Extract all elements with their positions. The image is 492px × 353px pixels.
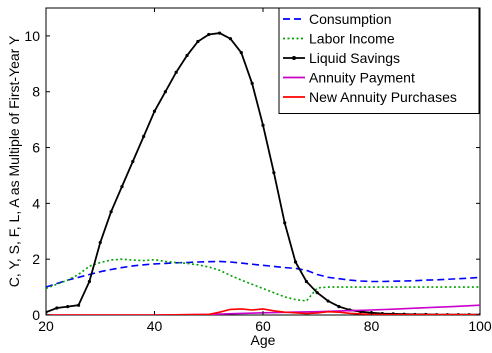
data-point-liquid-savings bbox=[98, 240, 102, 245]
series-line-labor-income bbox=[46, 258, 480, 302]
legend-label-consumption: Consumption bbox=[309, 11, 392, 27]
data-point-liquid-savings bbox=[87, 279, 91, 284]
data-point-liquid-savings bbox=[174, 70, 178, 74]
legend-label-labor-income: Labor Income bbox=[309, 31, 395, 47]
data-point-liquid-savings bbox=[239, 51, 243, 55]
data-point-liquid-savings bbox=[196, 39, 200, 44]
data-point-liquid-savings bbox=[283, 221, 287, 225]
data-point-liquid-savings bbox=[304, 279, 308, 284]
x-axis-label: Age bbox=[251, 332, 276, 348]
legend: Consumption Labor Income Liquid Savings Ann… bbox=[278, 7, 480, 114]
data-point-liquid-savings bbox=[261, 123, 265, 127]
legend-box bbox=[278, 7, 480, 114]
x-tick-label: 60 bbox=[255, 318, 271, 334]
y-tick-label: 4 bbox=[32, 195, 40, 211]
axes: 20 40 60 80 100 0 2 4 6 8 10 Age C, Y, S, F, L, A as… bbox=[6, 8, 492, 348]
x-tick-label: 80 bbox=[364, 318, 380, 334]
y-tick-label: 0 bbox=[32, 307, 40, 323]
y-tick-label: 8 bbox=[32, 84, 40, 100]
series-consumption bbox=[46, 260, 480, 288]
data-point-liquid-savings bbox=[142, 134, 146, 138]
data-point-liquid-savings bbox=[315, 291, 319, 295]
legend-marker-liquid-savings bbox=[292, 56, 296, 60]
x-tick-label: 40 bbox=[147, 318, 163, 334]
data-point-liquid-savings bbox=[207, 32, 211, 37]
data-point-liquid-savings bbox=[55, 306, 59, 310]
x-tick-label: 20 bbox=[38, 318, 54, 334]
data-point-liquid-savings bbox=[293, 260, 298, 264]
data-point-liquid-savings bbox=[326, 299, 330, 303]
series-line-new-annuity-purchases bbox=[46, 308, 480, 315]
legend-label-annuity-payment: Annuity Payment bbox=[309, 70, 415, 86]
y-tick-label: 6 bbox=[32, 140, 40, 156]
data-point-liquid-savings bbox=[163, 90, 167, 94]
data-point-liquid-savings bbox=[228, 37, 233, 41]
series-new-annuity-purchases bbox=[46, 308, 480, 315]
series-layer bbox=[46, 31, 480, 315]
y-tick-label: 2 bbox=[32, 251, 40, 267]
data-point-liquid-savings bbox=[218, 31, 222, 35]
y-axis-label: C, Y, S, F, L, A as Multiple of First-Ye… bbox=[6, 35, 22, 287]
series-labor-income bbox=[46, 258, 480, 302]
legend-label-new-annuity-purchases: New Annuity Purchases bbox=[309, 89, 457, 105]
data-point-liquid-savings bbox=[76, 303, 81, 307]
data-point-liquid-savings bbox=[272, 171, 276, 175]
data-point-liquid-savings bbox=[109, 210, 113, 214]
data-point-liquid-savings bbox=[120, 185, 124, 189]
data-point-liquid-savings bbox=[66, 305, 70, 309]
data-point-liquid-savings bbox=[152, 109, 157, 113]
x-tick-label: 100 bbox=[468, 318, 492, 334]
data-point-liquid-savings bbox=[250, 81, 254, 85]
data-point-liquid-savings bbox=[131, 159, 135, 164]
y-tick-label: 10 bbox=[24, 28, 40, 44]
data-point-liquid-savings bbox=[185, 53, 189, 58]
data-point-liquid-savings bbox=[337, 305, 341, 309]
legend-label-liquid-savings: Liquid Savings bbox=[309, 50, 400, 66]
series-line-consumption bbox=[46, 260, 480, 288]
